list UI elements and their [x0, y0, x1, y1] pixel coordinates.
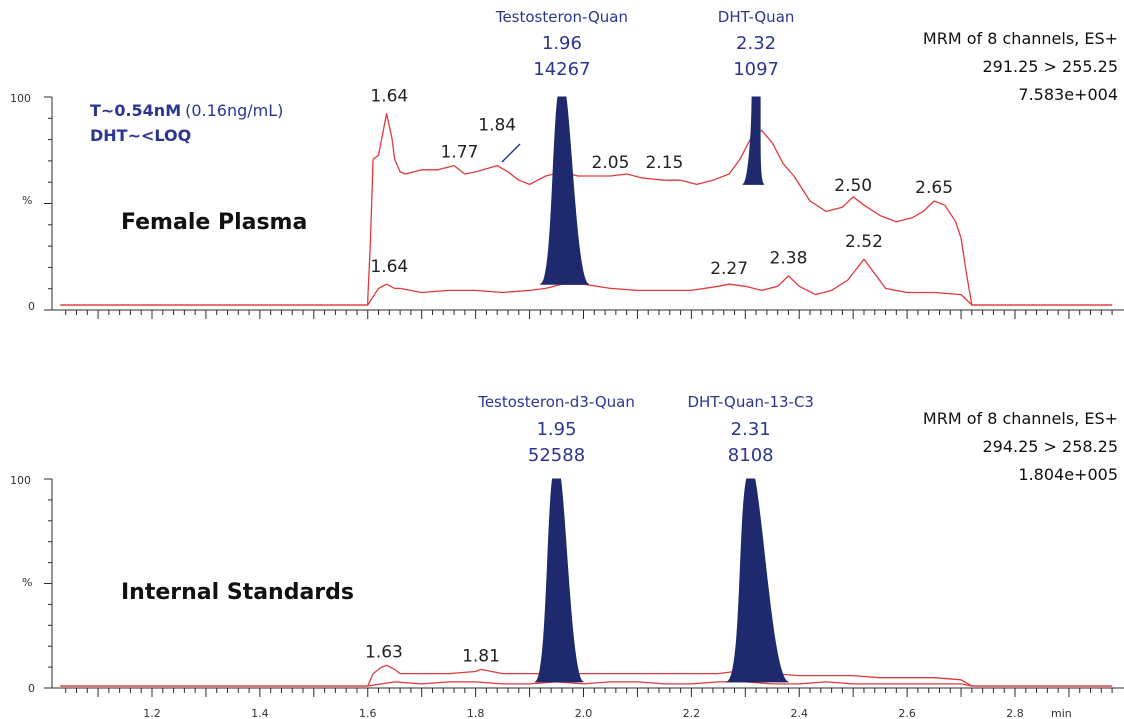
rt-label: 1.81	[462, 646, 500, 666]
header-line-2: 294.25 > 258.25	[982, 437, 1118, 456]
rt-label: 1.63	[365, 642, 403, 662]
panel-title: Internal Standards	[121, 580, 354, 605]
rt-label: 1.84	[478, 116, 516, 136]
peak-label: Testosteron-d3-Quan	[477, 393, 635, 411]
y-label-0: 0	[28, 682, 35, 695]
peak-area-value: 52588	[528, 445, 585, 466]
rt-label: 1.64	[370, 257, 408, 277]
y-label-100: 100	[10, 474, 31, 487]
trace-lower	[60, 681, 1113, 687]
peak-rt: 1.95	[536, 419, 576, 440]
rt-label: 2.52	[845, 232, 883, 252]
panel-title: Female Plasma	[121, 210, 307, 235]
header-line-1: MRM of 8 channels, ES+	[923, 29, 1118, 48]
peak-area	[534, 478, 584, 683]
quant-note-line-1: T~0.54nM (0.16ng/mL)	[90, 101, 283, 120]
x-unit-label: min	[1051, 707, 1072, 719]
trace-upper	[60, 112, 1113, 306]
peak-label: DHT-Quan-13-C3	[687, 393, 814, 411]
label-leader-line	[501, 143, 521, 163]
peak-rt: 2.32	[736, 33, 776, 54]
panel-female-plasma: 100 % 0 Testosteron-Quan 1.96 14267 DHT-Qua…	[10, 8, 1124, 319]
trace-upper	[60, 664, 1113, 687]
quant-note-bold: T~0.54nM	[90, 101, 181, 120]
x-tick-label: 1.2	[143, 707, 161, 719]
quant-note-line-2: DHT~<LOQ	[90, 126, 191, 145]
rt-label: 2.15	[645, 153, 683, 173]
rt-label: 2.50	[834, 176, 872, 196]
panel-internal-standards: 1.2 1.4 1.6 1.8 2.0 2.2 2.4 2.6 2.8 100 % 0 Test…	[10, 393, 1124, 719]
rt-label: 2.05	[592, 153, 630, 173]
x-tick-label: 2.0	[575, 707, 593, 719]
rt-label: 2.27	[710, 259, 748, 279]
x-tick-label: 2.2	[683, 707, 701, 719]
header-line-3: 1.804e+005	[1018, 465, 1118, 484]
y-label-100: 100	[10, 92, 31, 105]
peak-rt: 1.96	[542, 33, 582, 54]
quant-note-rest: (0.16ng/mL)	[185, 101, 283, 120]
y-label-0: 0	[28, 300, 35, 313]
rt-label: 1.64	[370, 86, 408, 106]
y-label-percent: %	[22, 576, 32, 589]
rt-label: 2.38	[770, 249, 808, 269]
x-tick-label: 1.4	[251, 707, 269, 719]
x-tick-label: 1.8	[467, 707, 485, 719]
peak-area	[726, 478, 789, 683]
rt-label: 2.65	[915, 178, 953, 198]
x-tick-label: 2.4	[791, 707, 809, 719]
peak-area	[539, 96, 590, 285]
trace-lower	[60, 258, 1113, 306]
rt-label: 1.77	[441, 143, 479, 163]
peak-label: DHT-Quan	[718, 8, 795, 26]
header-line-2: 291.25 > 255.25	[982, 57, 1118, 76]
header-line-3: 7.583e+004	[1018, 85, 1118, 104]
peak-area-value: 8108	[728, 445, 774, 466]
peak-label: Testosteron-Quan	[495, 8, 628, 26]
header-line-1: MRM of 8 channels, ES+	[923, 409, 1118, 428]
peak-area-value: 1097	[733, 59, 779, 80]
x-tick-label: 1.6	[359, 707, 377, 719]
peak-rt: 2.31	[731, 419, 771, 440]
x-tick-label: 2.6	[898, 707, 916, 719]
peak-area-value: 14267	[533, 59, 590, 80]
y-label-percent: %	[22, 194, 32, 207]
x-tick-label: 2.8	[1006, 707, 1024, 719]
peak-area	[742, 96, 765, 185]
